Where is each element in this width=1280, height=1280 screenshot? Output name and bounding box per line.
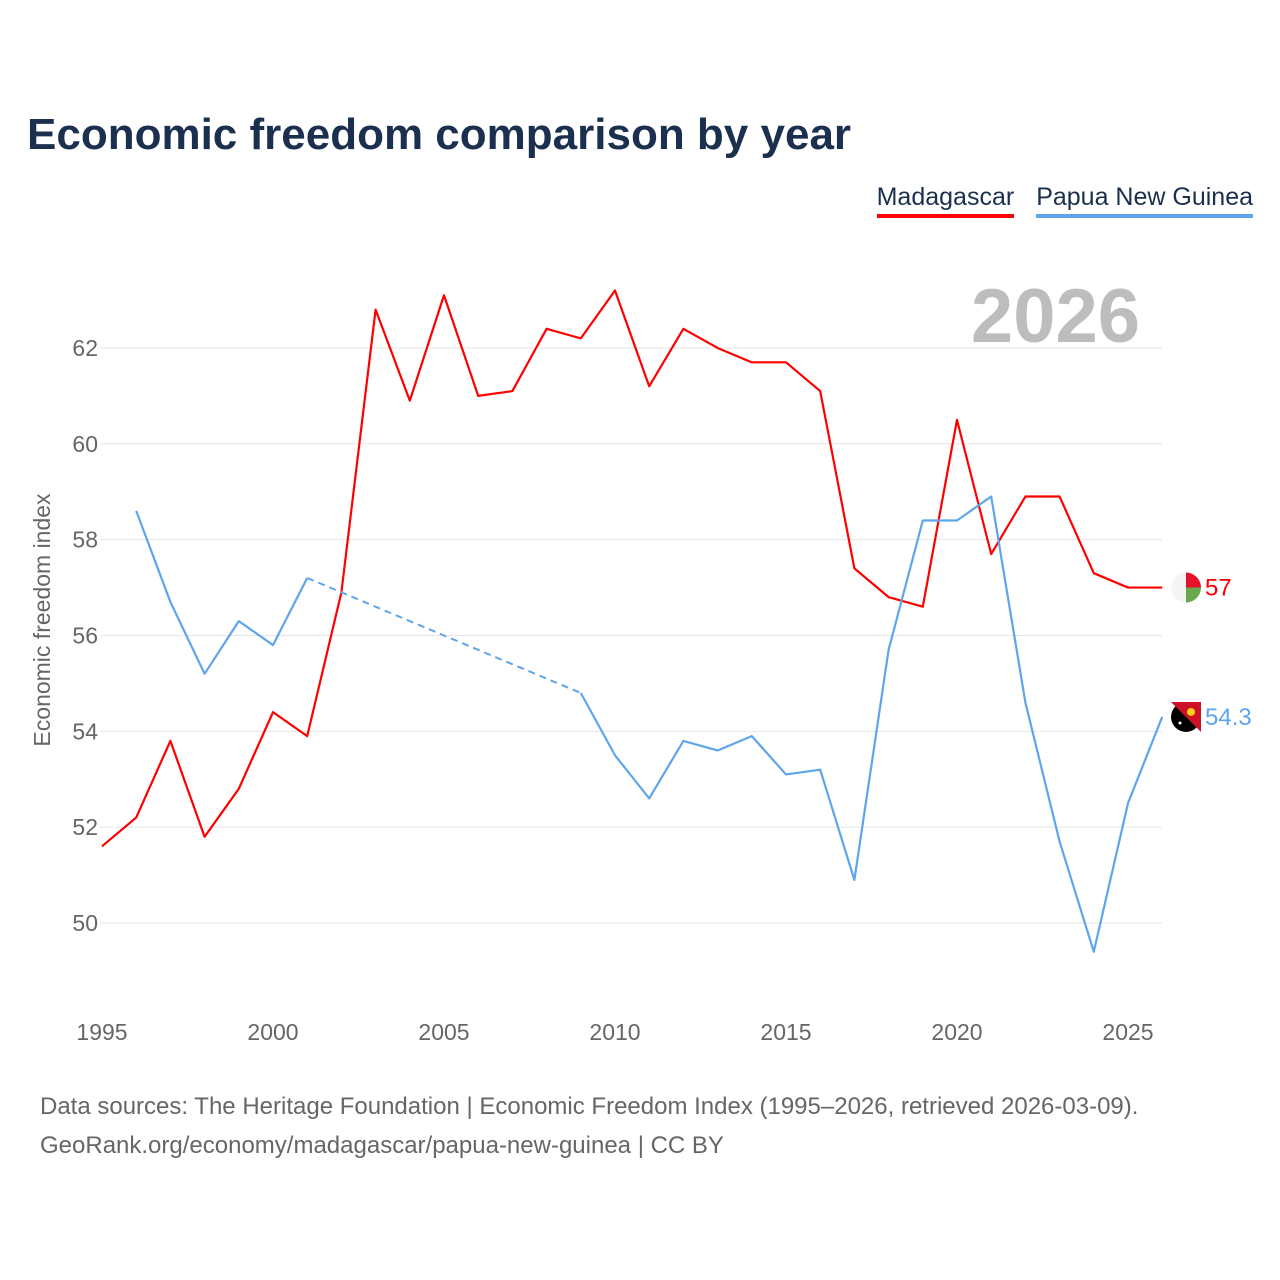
data-point-madagascar [475,393,481,399]
legend-papua-new-guinea[interactable]: Papua New Guinea [1036,183,1253,218]
series-line-madagascar [101,289,1163,848]
y-axis-label: Economic freedom index [29,493,55,747]
flag-icon-papua-new-guinea [1171,701,1201,732]
end-label-madagascar: 57 [1205,575,1232,602]
data-point-papua-new-guinea [886,647,892,653]
footer-sources: Data sources: The Heritage Foundation | … [40,1093,1139,1120]
x-tick-label: 2025 [1102,1019,1153,1045]
data-point-madagascar [954,417,960,423]
data-point-madagascar [646,383,652,389]
data-point-papua-new-guinea [1022,700,1028,706]
data-point-madagascar [783,359,789,365]
data-point-papua-new-guinea [680,738,686,744]
y-tick-label: 50 [72,910,98,936]
data-point-madagascar [680,326,686,332]
data-point-papua-new-guinea [1125,800,1131,806]
data-point-papua-new-guinea [988,494,994,500]
data-point-madagascar [236,786,242,792]
data-point-madagascar [1022,494,1028,500]
series-line-papua-new-guinea [135,510,309,675]
data-point-madagascar [1091,570,1097,576]
data-point-papua-new-guinea [920,517,926,523]
x-tick-label: 2005 [418,1019,469,1045]
data-point-madagascar [851,565,857,571]
data-point-papua-new-guinea [578,690,584,696]
data-point-papua-new-guinea [715,747,721,753]
data-point-madagascar [715,345,721,351]
y-tick-label: 62 [72,335,98,361]
data-point-madagascar [1057,494,1063,500]
data-point-papua-new-guinea [851,877,857,883]
data-point-papua-new-guinea [236,618,242,624]
data-point-madagascar [373,307,379,313]
data-point-papua-new-guinea [270,642,276,648]
footer: Data sources: The Heritage Foundation | … [40,1087,1138,1165]
data-point-papua-new-guinea [817,767,823,773]
y-tick-label: 60 [72,431,98,457]
data-point-madagascar [99,843,105,849]
data-point-madagascar [612,287,618,293]
series-line-papua-new-guinea [579,495,1164,953]
data-point-madagascar [270,709,276,715]
data-point-madagascar [544,326,550,332]
data-point-madagascar [886,594,892,600]
data-point-papua-new-guinea [304,575,310,581]
x-tick-label: 2010 [589,1019,640,1045]
data-point-papua-new-guinea [954,517,960,523]
footer-link[interactable]: GeoRank.org/economy/madagascar/papua-new… [40,1132,724,1159]
data-point-madagascar [1125,585,1131,591]
data-point-madagascar [509,388,515,394]
x-tick-label: 1995 [76,1019,127,1045]
x-tick-label: 2020 [931,1019,982,1045]
data-point-papua-new-guinea [1057,839,1063,845]
data-point-madagascar [988,551,994,557]
data-point-madagascar [1159,585,1165,591]
y-tick-label: 52 [72,814,98,840]
legend-madagascar[interactable]: Madagascar [876,183,1015,218]
data-point-madagascar [304,733,310,739]
flag-star [1178,721,1182,725]
data-point-madagascar [202,834,208,840]
data-point-papua-new-guinea [749,733,755,739]
end-label-papua-new-guinea: 54.3 [1205,704,1252,731]
x-tick-label: 2015 [760,1019,811,1045]
legend: Madagascar Papua New Guinea [876,183,1253,218]
data-point-papua-new-guinea [1091,949,1097,955]
data-point-madagascar [441,292,447,298]
flag-icon-madagascar [1171,572,1201,603]
x-tick-label: 2000 [247,1019,298,1045]
current-year-label: 2026 [971,274,1140,359]
data-point-madagascar [817,388,823,394]
y-tick-label: 58 [72,527,98,553]
data-point-papua-new-guinea [202,671,208,677]
data-point-papua-new-guinea [167,599,173,605]
data-point-madagascar [578,335,584,341]
y-tick-label: 56 [72,622,98,648]
data-point-papua-new-guinea [1159,714,1165,720]
data-point-madagascar [749,359,755,365]
data-point-madagascar [407,398,413,404]
flag-bird [1187,707,1195,716]
data-point-papua-new-guinea [646,795,652,801]
data-point-papua-new-guinea [133,508,139,514]
series-gap-papua-new-guinea [306,577,582,694]
data-point-papua-new-guinea [783,771,789,777]
data-point-papua-new-guinea [612,752,618,758]
data-point-madagascar [920,604,926,610]
chart-title: Economic freedom comparison by year [27,110,852,159]
data-point-madagascar [133,815,139,821]
data-point-madagascar [167,738,173,744]
flag-red [1186,572,1201,588]
y-tick-label: 54 [72,718,98,744]
flag-green [1186,587,1201,603]
